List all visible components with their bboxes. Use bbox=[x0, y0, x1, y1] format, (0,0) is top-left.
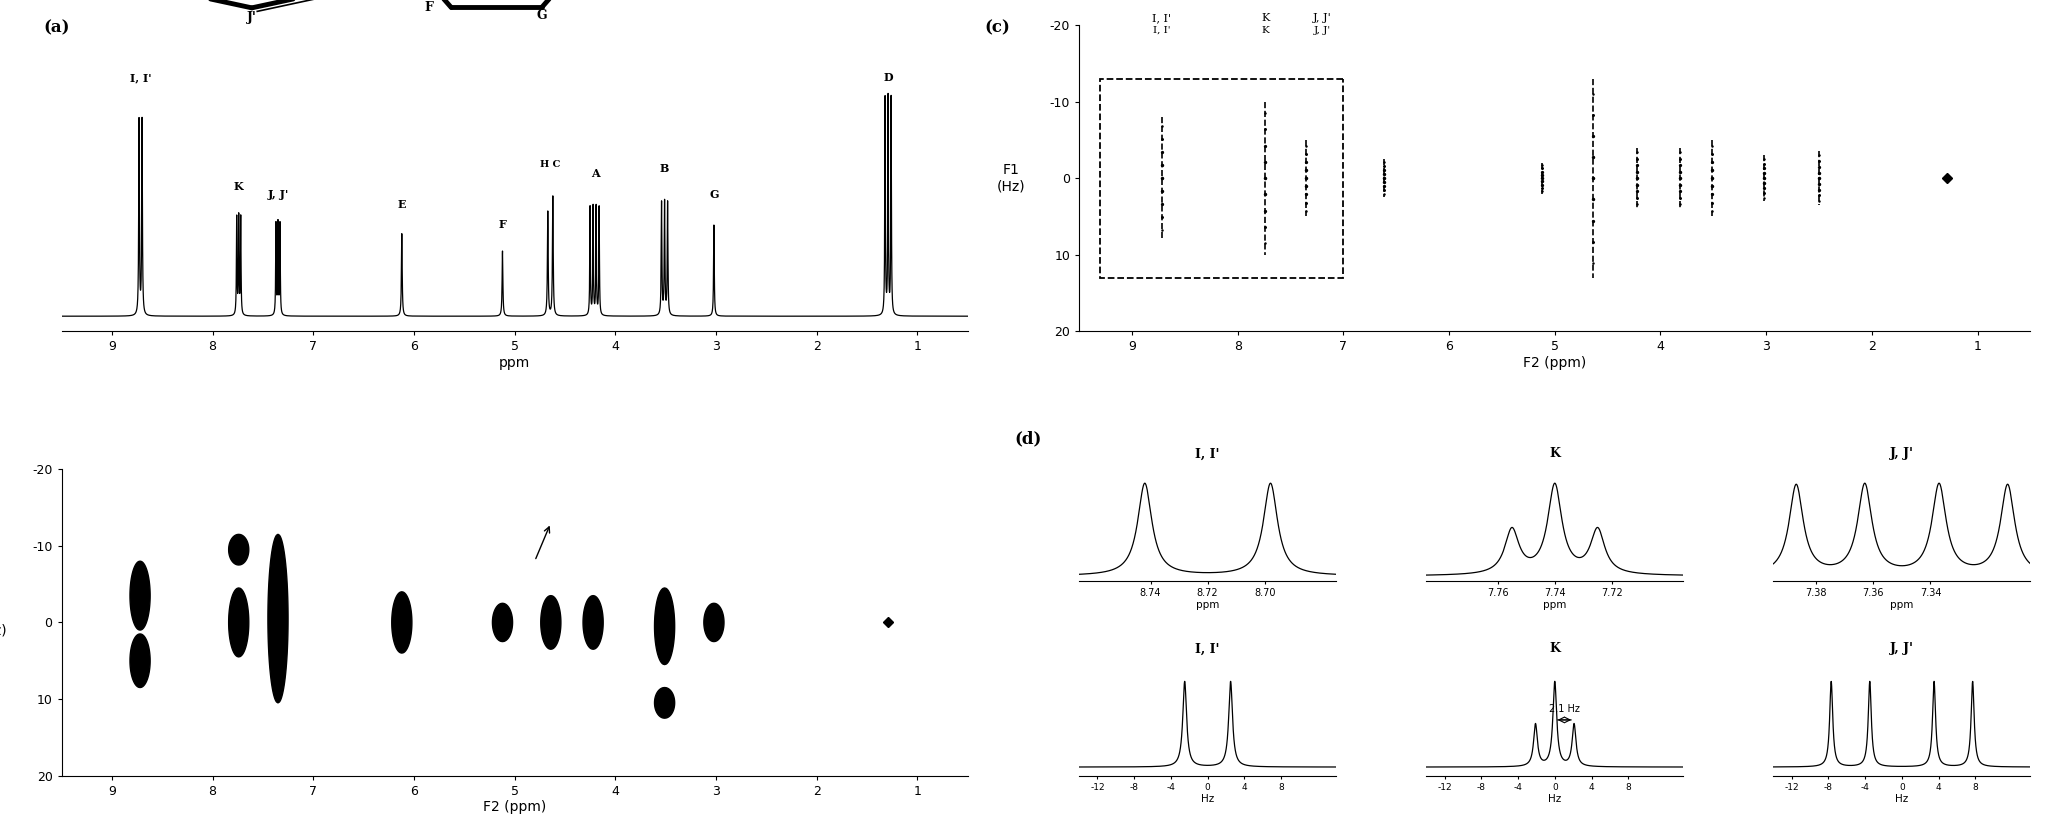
Text: I, I': I, I' bbox=[1196, 642, 1220, 656]
Text: I, I': I, I' bbox=[1153, 26, 1171, 35]
Text: K: K bbox=[1549, 447, 1561, 460]
Text: K: K bbox=[1261, 26, 1270, 35]
Polygon shape bbox=[541, 595, 560, 649]
Text: 2.1 Hz: 2.1 Hz bbox=[1549, 704, 1579, 714]
Text: J, J': J, J' bbox=[1313, 13, 1331, 23]
Text: J, J': J, J' bbox=[1889, 642, 1914, 656]
Polygon shape bbox=[582, 595, 603, 649]
Text: B: B bbox=[660, 163, 669, 174]
Polygon shape bbox=[228, 535, 248, 565]
Polygon shape bbox=[392, 592, 412, 653]
Text: J, J': J, J' bbox=[1889, 447, 1914, 460]
X-axis label: F2 (ppm): F2 (ppm) bbox=[1524, 356, 1585, 370]
Text: F: F bbox=[498, 219, 507, 230]
Y-axis label: F1
(Hz): F1 (Hz) bbox=[0, 607, 8, 637]
Polygon shape bbox=[492, 603, 513, 641]
Text: (c): (c) bbox=[984, 19, 1009, 36]
Bar bbox=[1099, 78, 1343, 278]
X-axis label: ppm: ppm bbox=[1891, 600, 1914, 610]
Polygon shape bbox=[129, 634, 150, 687]
Text: I, I': I, I' bbox=[129, 73, 152, 83]
Y-axis label: F1
(Hz): F1 (Hz) bbox=[997, 163, 1026, 193]
X-axis label: Hz: Hz bbox=[1202, 794, 1214, 804]
Text: J, J': J, J' bbox=[1313, 26, 1331, 35]
Polygon shape bbox=[129, 561, 150, 631]
X-axis label: ppm: ppm bbox=[1196, 600, 1220, 610]
Text: K: K bbox=[1549, 642, 1561, 656]
Text: (d): (d) bbox=[1015, 430, 1042, 447]
Text: K: K bbox=[234, 181, 244, 192]
Polygon shape bbox=[228, 588, 248, 657]
Polygon shape bbox=[269, 535, 287, 703]
Polygon shape bbox=[703, 603, 724, 641]
Text: J, J': J, J' bbox=[267, 188, 289, 199]
Polygon shape bbox=[654, 588, 675, 665]
Polygon shape bbox=[654, 687, 675, 718]
X-axis label: F2 (ppm): F2 (ppm) bbox=[482, 801, 546, 815]
Text: I, I': I, I' bbox=[1196, 447, 1220, 460]
Text: E: E bbox=[398, 198, 406, 210]
X-axis label: ppm: ppm bbox=[498, 356, 531, 370]
X-axis label: Hz: Hz bbox=[1895, 794, 1909, 804]
Text: D: D bbox=[884, 73, 892, 83]
Text: G: G bbox=[710, 188, 718, 199]
Text: H C: H C bbox=[539, 160, 560, 169]
Text: I, I': I, I' bbox=[1153, 13, 1171, 23]
Text: (a): (a) bbox=[43, 19, 70, 36]
Text: A: A bbox=[591, 168, 599, 179]
X-axis label: ppm: ppm bbox=[1542, 600, 1567, 610]
Text: K: K bbox=[1261, 13, 1270, 23]
X-axis label: Hz: Hz bbox=[1549, 794, 1561, 804]
